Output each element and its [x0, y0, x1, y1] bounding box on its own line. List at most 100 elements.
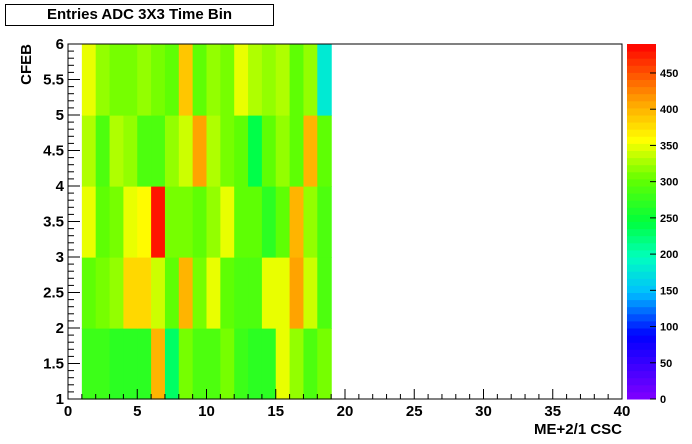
- heatmap-cell: [317, 328, 332, 400]
- y-tick-label: 4.5: [43, 143, 64, 160]
- color-bar-segment: [627, 65, 656, 73]
- heatmap-cell: [81, 328, 97, 400]
- heatmap-cell: [234, 115, 249, 187]
- heatmap-cell: [275, 257, 291, 329]
- heatmap-cell: [164, 257, 180, 329]
- heatmap-cell: [275, 44, 291, 116]
- heatmap-cell: [109, 186, 124, 258]
- heatmap-cell: [234, 328, 249, 400]
- x-tick-label: 35: [544, 403, 561, 420]
- heatmap-cell: [234, 186, 249, 258]
- color-bar-segment: [627, 164, 656, 173]
- color-bar-segment: [627, 44, 656, 52]
- y-tick-label: 5: [56, 107, 64, 124]
- y-tick-label: 2.5: [43, 285, 64, 302]
- heatmap-cell: [192, 115, 208, 187]
- heatmap-cell: [137, 44, 152, 116]
- heatmap-cell: [192, 44, 208, 116]
- color-bar-segment: [627, 299, 656, 308]
- heatmap-cell: [164, 186, 180, 258]
- color-bar-segment: [627, 136, 656, 144]
- heatmap-cell: [234, 257, 249, 329]
- heatmap-cell: [248, 44, 263, 116]
- heatmap-cell: [206, 328, 221, 400]
- heatmap-cell: [109, 328, 124, 400]
- heatmap-cell: [137, 328, 152, 400]
- y-tick-label: 4: [56, 178, 65, 195]
- heatmap-cell: [303, 44, 318, 116]
- heatmap-cell: [234, 44, 249, 116]
- heatmap-cell: [317, 115, 332, 187]
- heatmap-cell: [123, 115, 138, 187]
- heatmap-cell: [248, 115, 263, 187]
- color-bar-segment: [627, 342, 656, 350]
- heatmap-cell: [220, 186, 235, 258]
- color-bar-tick-label: 50: [660, 358, 672, 370]
- heatmap-cell: [206, 115, 221, 187]
- heatmap-cell: [123, 257, 138, 329]
- heatmap-cell: [123, 44, 138, 116]
- x-tick-label: 15: [267, 403, 284, 420]
- y-tick-label: 3: [56, 249, 64, 266]
- color-bar-tick-label: 350: [660, 140, 678, 152]
- color-bar-segment: [627, 320, 656, 329]
- color-bar-segment: [627, 122, 656, 130]
- heatmap-cell: [109, 257, 124, 329]
- heatmap-cell: [220, 44, 235, 116]
- color-bar-segment: [627, 356, 656, 364]
- heatmap-cell: [192, 257, 208, 329]
- heatmap-cell: [95, 115, 111, 187]
- heatmap-cell: [137, 257, 152, 329]
- color-bar-segment: [627, 249, 656, 258]
- heatmap-cell: [164, 328, 180, 400]
- color-bar-tick-label: 200: [660, 249, 678, 261]
- heatmap-cell: [248, 257, 263, 329]
- heatmap-cell: [248, 328, 263, 400]
- heatmap-cell: [220, 257, 235, 329]
- heatmap-cell: [261, 44, 277, 116]
- heatmap-cell: [151, 115, 166, 187]
- color-bar-segment: [627, 200, 656, 208]
- color-bar-segment: [627, 221, 656, 230]
- color-bar-segment: [627, 79, 656, 88]
- heatmap-cell: [81, 257, 97, 329]
- heatmap-cell: [317, 44, 332, 116]
- color-bar-segment: [627, 335, 656, 343]
- heatmap-cell: [95, 328, 111, 400]
- heatmap-cells: [81, 44, 332, 400]
- heatmap-cell: [303, 115, 318, 187]
- color-bar-segment: [627, 115, 656, 123]
- color-bar-segment: [627, 328, 656, 336]
- color-bar-segment: [627, 129, 656, 137]
- heatmap-cell: [95, 257, 111, 329]
- color-bar-segment: [627, 228, 656, 237]
- x-axis: 0 5 10 15 20 25 30 35 40: [64, 389, 630, 420]
- heatmap-cell: [289, 257, 305, 329]
- heatmap-cell: [164, 44, 180, 116]
- heatmap-cell: [95, 44, 111, 116]
- color-bar-segment: [627, 150, 656, 159]
- color-bar-segment: [627, 100, 656, 109]
- heatmap-cell: [261, 257, 277, 329]
- color-bar-tick-label: 250: [660, 213, 678, 225]
- color-bar-segment: [627, 93, 656, 102]
- heatmap-cell: [81, 44, 97, 116]
- color-bar-segment: [627, 207, 656, 215]
- heatmap-cell: [289, 186, 305, 258]
- color-bar-tick-label: 150: [660, 285, 678, 297]
- x-tick-label: 20: [337, 403, 354, 420]
- x-tick-label: 10: [198, 403, 215, 420]
- color-bar-segment: [627, 370, 656, 379]
- color-bar-segment: [627, 235, 656, 244]
- y-tick-label: 5.5: [43, 72, 64, 89]
- heatmap-cell: [289, 328, 305, 400]
- heatmap-cell: [289, 44, 305, 116]
- color-bar-segment: [627, 214, 656, 222]
- heatmap-cell: [178, 44, 194, 116]
- heatmap-cell: [95, 186, 111, 258]
- color-bar-segment: [627, 257, 656, 265]
- color-bar-segment: [627, 72, 656, 80]
- y-tick-label: 6: [56, 36, 64, 53]
- chart-title: Entries ADC 3X3 Time Bin: [5, 4, 274, 26]
